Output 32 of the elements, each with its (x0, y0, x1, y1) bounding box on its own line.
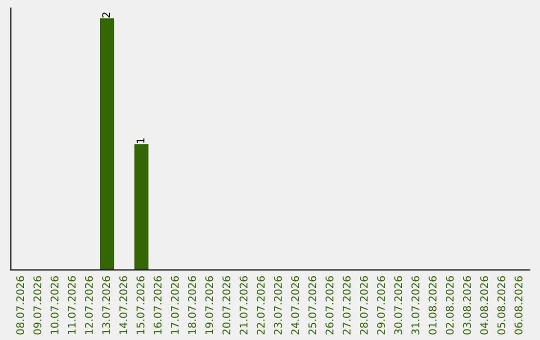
x-tick-label: 16.07.2026 (154, 276, 162, 334)
x-tick-label: 24.07.2026 (291, 276, 300, 334)
x-tick-label: 13.07.2026 (102, 276, 110, 334)
x-tick-label: 02.08.2026 (446, 276, 454, 334)
x-tick-label: 28.07.2026 (360, 276, 368, 334)
x-tick-label: 14.07.2026 (119, 276, 128, 334)
x-tick-label: 09.07.2026 (33, 276, 42, 334)
x-tick-label: 05.08.2026 (497, 276, 506, 334)
x-tick-label: 22.07.2026 (256, 276, 265, 334)
x-tick-label: 25.07.2026 (308, 276, 316, 334)
x-tick-label: 23.07.2026 (274, 276, 282, 334)
x-tick-label: 06.08.2026 (514, 276, 522, 334)
x-tick-label: 11.07.2026 (68, 276, 76, 334)
data-label: 1 (136, 138, 144, 143)
x-tick-label: 31.07.2026 (411, 276, 420, 334)
data-label: 2 (102, 12, 110, 18)
x-tick-label: 20.07.2026 (222, 276, 230, 334)
x-tick-label: 03.08.2026 (463, 276, 471, 334)
x-tick-label: 17.07.2026 (170, 276, 179, 334)
x-tick-label: 30.07.2026 (394, 276, 402, 334)
x-tick-label: 26.07.2026 (326, 276, 334, 334)
x-tick-label: 15.07.2026 (136, 276, 144, 334)
x-tick-label: 12.07.2026 (84, 276, 93, 334)
x-tick-label: 29.07.2026 (377, 276, 385, 334)
x-tick-label: 01.08.2026 (428, 276, 437, 334)
x-tick-label: 18.07.2026 (188, 276, 196, 334)
x-tick-label: 21.07.2026 (240, 276, 248, 334)
x-tick-label: 04.08.2026 (480, 276, 488, 334)
x-tick-label: 27.07.2026 (342, 276, 351, 334)
x-tick-label: 08.07.2026 (16, 276, 24, 334)
x-tick-label: 19.07.2026 (205, 276, 214, 334)
x-tick-label: 10.07.2026 (50, 276, 58, 334)
